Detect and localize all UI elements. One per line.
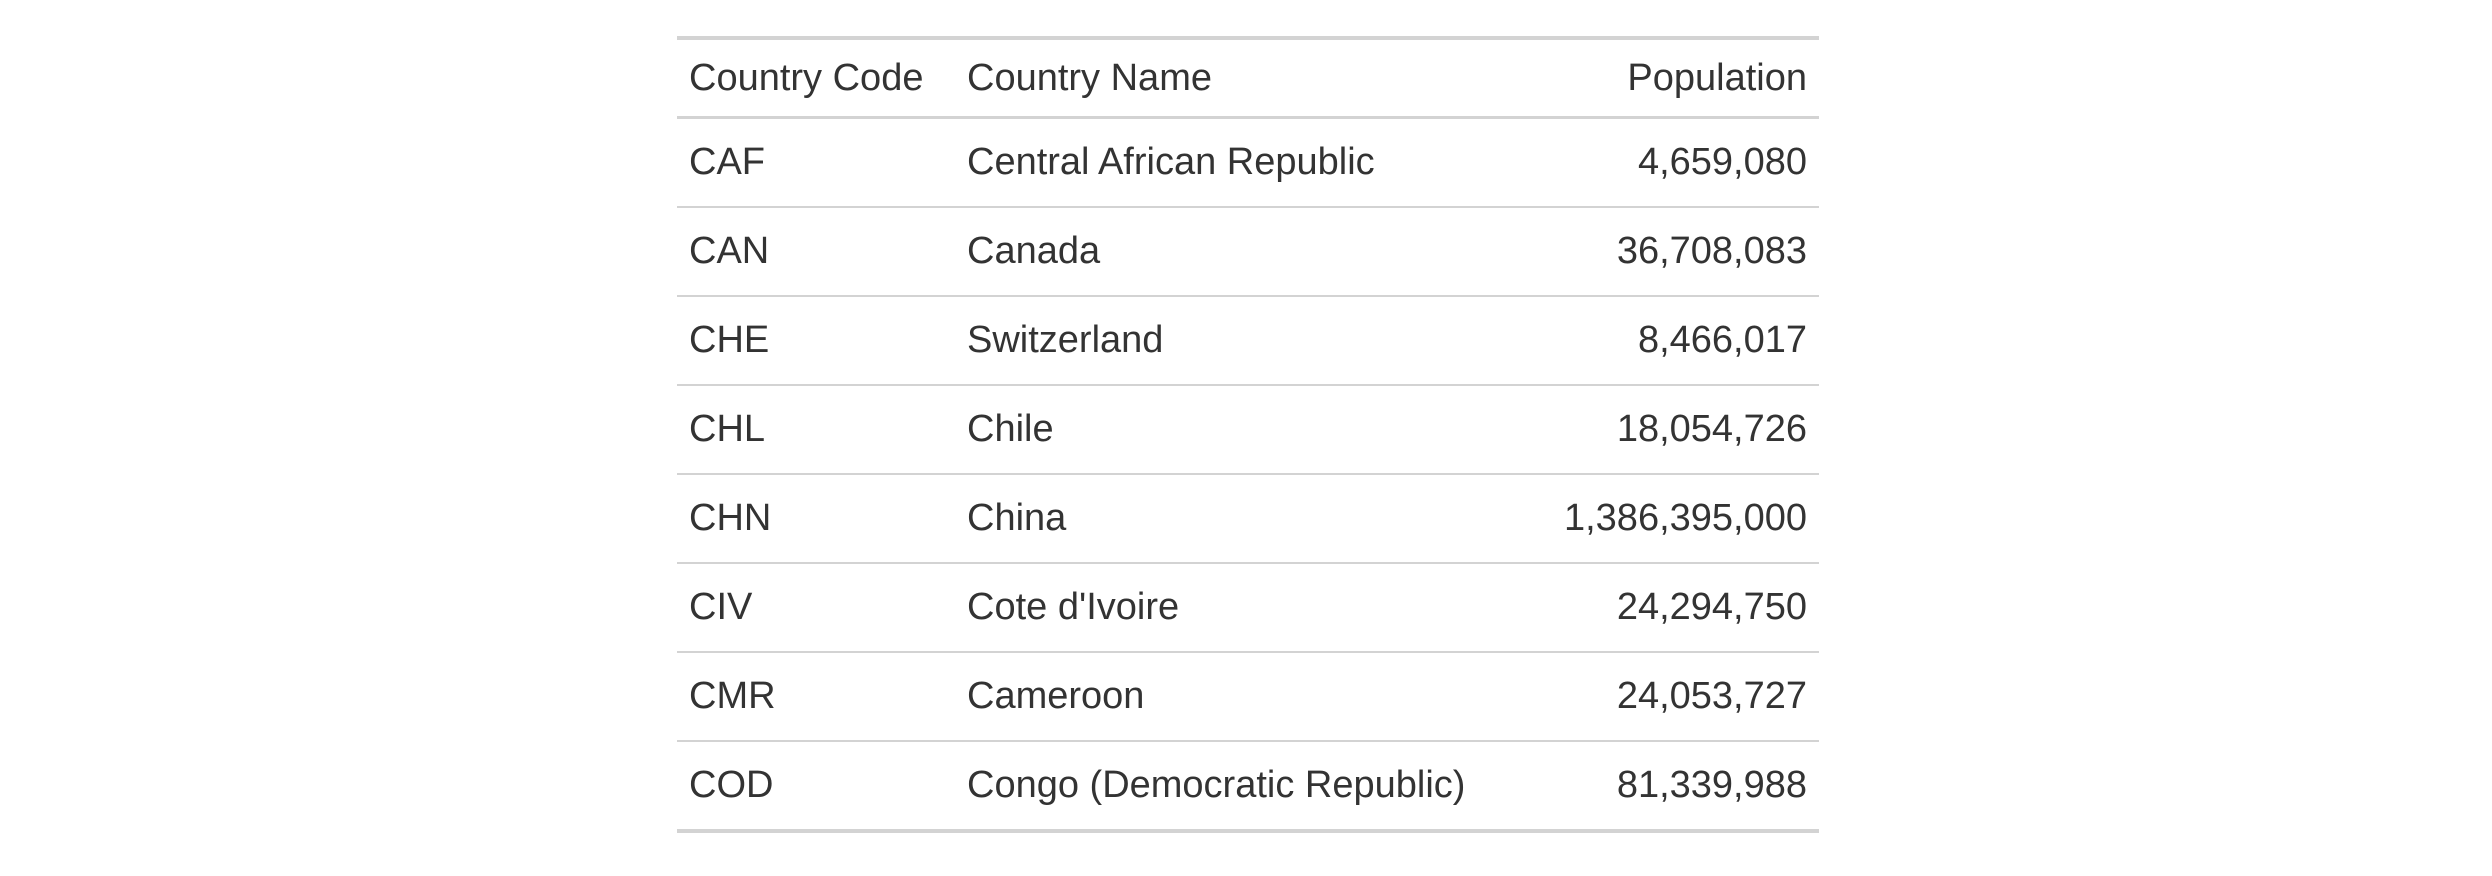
cell-country-name: China <box>955 473 1539 563</box>
cell-population: 8,466,017 <box>1539 295 1819 385</box>
table-row: CHE Switzerland 8,466,017 <box>677 295 1819 385</box>
population-table: Country Code Country Name Population CAF… <box>677 36 1819 833</box>
table-header: Country Code Country Name Population <box>677 38 1819 119</box>
cell-country-code: COD <box>677 740 955 831</box>
cell-country-code: CAF <box>689 141 765 183</box>
table-body: CAF Central African Republic 4,659,080 C… <box>677 118 1819 831</box>
cell-country-name: Congo (Democratic Republic) <box>955 740 1539 831</box>
cell-population: 81,339,988 <box>1539 740 1819 831</box>
cell-country-code: CIV <box>677 562 955 652</box>
cell-population: 4,659,080 <box>1637 141 1807 183</box>
cell-country-name: Central African Republic <box>967 141 1375 183</box>
cell-country-code: CHN <box>677 473 955 563</box>
population-table-container: Country Code Country Name Population CAF… <box>677 36 1819 833</box>
cell-country-code: CHL <box>677 384 955 474</box>
cell-population: 18,054,726 <box>1539 384 1819 474</box>
table-row: CHN China 1,386,395,000 <box>677 473 1819 563</box>
header-population: Population <box>1539 38 1819 119</box>
cell-country-name: Chile <box>955 384 1539 474</box>
cell-country-name: Canada <box>955 206 1539 296</box>
header-country-name: Country Name <box>955 38 1539 119</box>
cell-country-code: CAN <box>677 206 955 296</box>
table-row: COD Congo (Democratic Republic) 81,339,9… <box>677 740 1819 831</box>
header-country-code: Country Code <box>677 38 955 119</box>
table-row: CMR Cameroon 24,053,727 <box>677 651 1819 741</box>
table-row: CAF Central African Republic 4,659,080 <box>677 118 1819 208</box>
table-row: CAN Canada 36,708,083 <box>677 206 1819 296</box>
header-row: Country Code Country Name Population <box>677 38 1819 119</box>
cell-country-name: Switzerland <box>955 295 1539 385</box>
cell-population: 1,386,395,000 <box>1539 473 1819 563</box>
cell-population: 24,294,750 <box>1539 562 1819 652</box>
cell-country-code: CMR <box>677 651 955 741</box>
cell-country-code: CHE <box>677 295 955 385</box>
table-row: CIV Cote d'Ivoire 24,294,750 <box>677 562 1819 652</box>
cell-country-name: Cote d'Ivoire <box>955 562 1539 652</box>
table-row: CHL Chile 18,054,726 <box>677 384 1819 474</box>
cell-country-name: Cameroon <box>955 651 1539 741</box>
cell-population: 36,708,083 <box>1539 206 1819 296</box>
cell-population: 24,053,727 <box>1539 651 1819 741</box>
